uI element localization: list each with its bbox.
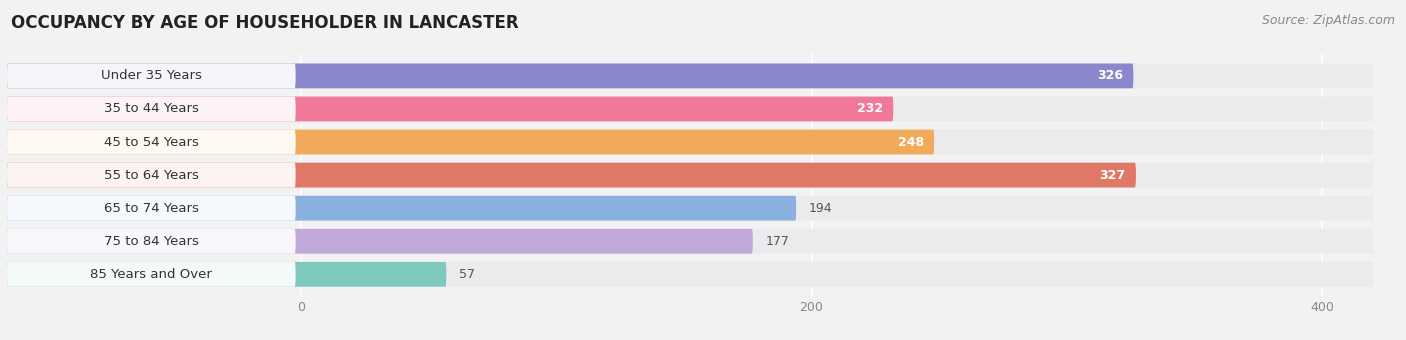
FancyBboxPatch shape xyxy=(7,130,1374,154)
FancyBboxPatch shape xyxy=(7,64,295,88)
FancyBboxPatch shape xyxy=(7,163,1136,187)
Text: 248: 248 xyxy=(898,136,924,149)
FancyBboxPatch shape xyxy=(7,64,1374,88)
FancyBboxPatch shape xyxy=(7,262,446,287)
FancyBboxPatch shape xyxy=(7,229,1374,254)
FancyBboxPatch shape xyxy=(7,262,295,287)
FancyBboxPatch shape xyxy=(7,229,295,254)
FancyBboxPatch shape xyxy=(7,229,752,254)
Text: Under 35 Years: Under 35 Years xyxy=(101,69,202,82)
Text: OCCUPANCY BY AGE OF HOUSEHOLDER IN LANCASTER: OCCUPANCY BY AGE OF HOUSEHOLDER IN LANCA… xyxy=(11,14,519,32)
FancyBboxPatch shape xyxy=(7,64,1133,88)
Text: 57: 57 xyxy=(460,268,475,281)
FancyBboxPatch shape xyxy=(7,130,295,154)
Text: 65 to 74 Years: 65 to 74 Years xyxy=(104,202,198,215)
Text: 326: 326 xyxy=(1097,69,1123,82)
FancyBboxPatch shape xyxy=(7,196,1374,221)
FancyBboxPatch shape xyxy=(7,262,1374,287)
Text: 85 Years and Over: 85 Years and Over xyxy=(90,268,212,281)
FancyBboxPatch shape xyxy=(7,97,893,121)
Text: 232: 232 xyxy=(856,102,883,116)
Text: 45 to 54 Years: 45 to 54 Years xyxy=(104,136,198,149)
FancyBboxPatch shape xyxy=(7,130,934,154)
FancyBboxPatch shape xyxy=(7,97,1374,121)
FancyBboxPatch shape xyxy=(7,97,295,121)
Text: 177: 177 xyxy=(766,235,789,248)
FancyBboxPatch shape xyxy=(7,196,295,221)
FancyBboxPatch shape xyxy=(7,163,1374,187)
FancyBboxPatch shape xyxy=(7,196,796,221)
Text: 55 to 64 Years: 55 to 64 Years xyxy=(104,169,198,182)
Text: 327: 327 xyxy=(1099,169,1126,182)
FancyBboxPatch shape xyxy=(7,163,295,187)
Text: Source: ZipAtlas.com: Source: ZipAtlas.com xyxy=(1261,14,1395,27)
Text: 194: 194 xyxy=(808,202,832,215)
Text: 35 to 44 Years: 35 to 44 Years xyxy=(104,102,198,116)
Text: 75 to 84 Years: 75 to 84 Years xyxy=(104,235,198,248)
